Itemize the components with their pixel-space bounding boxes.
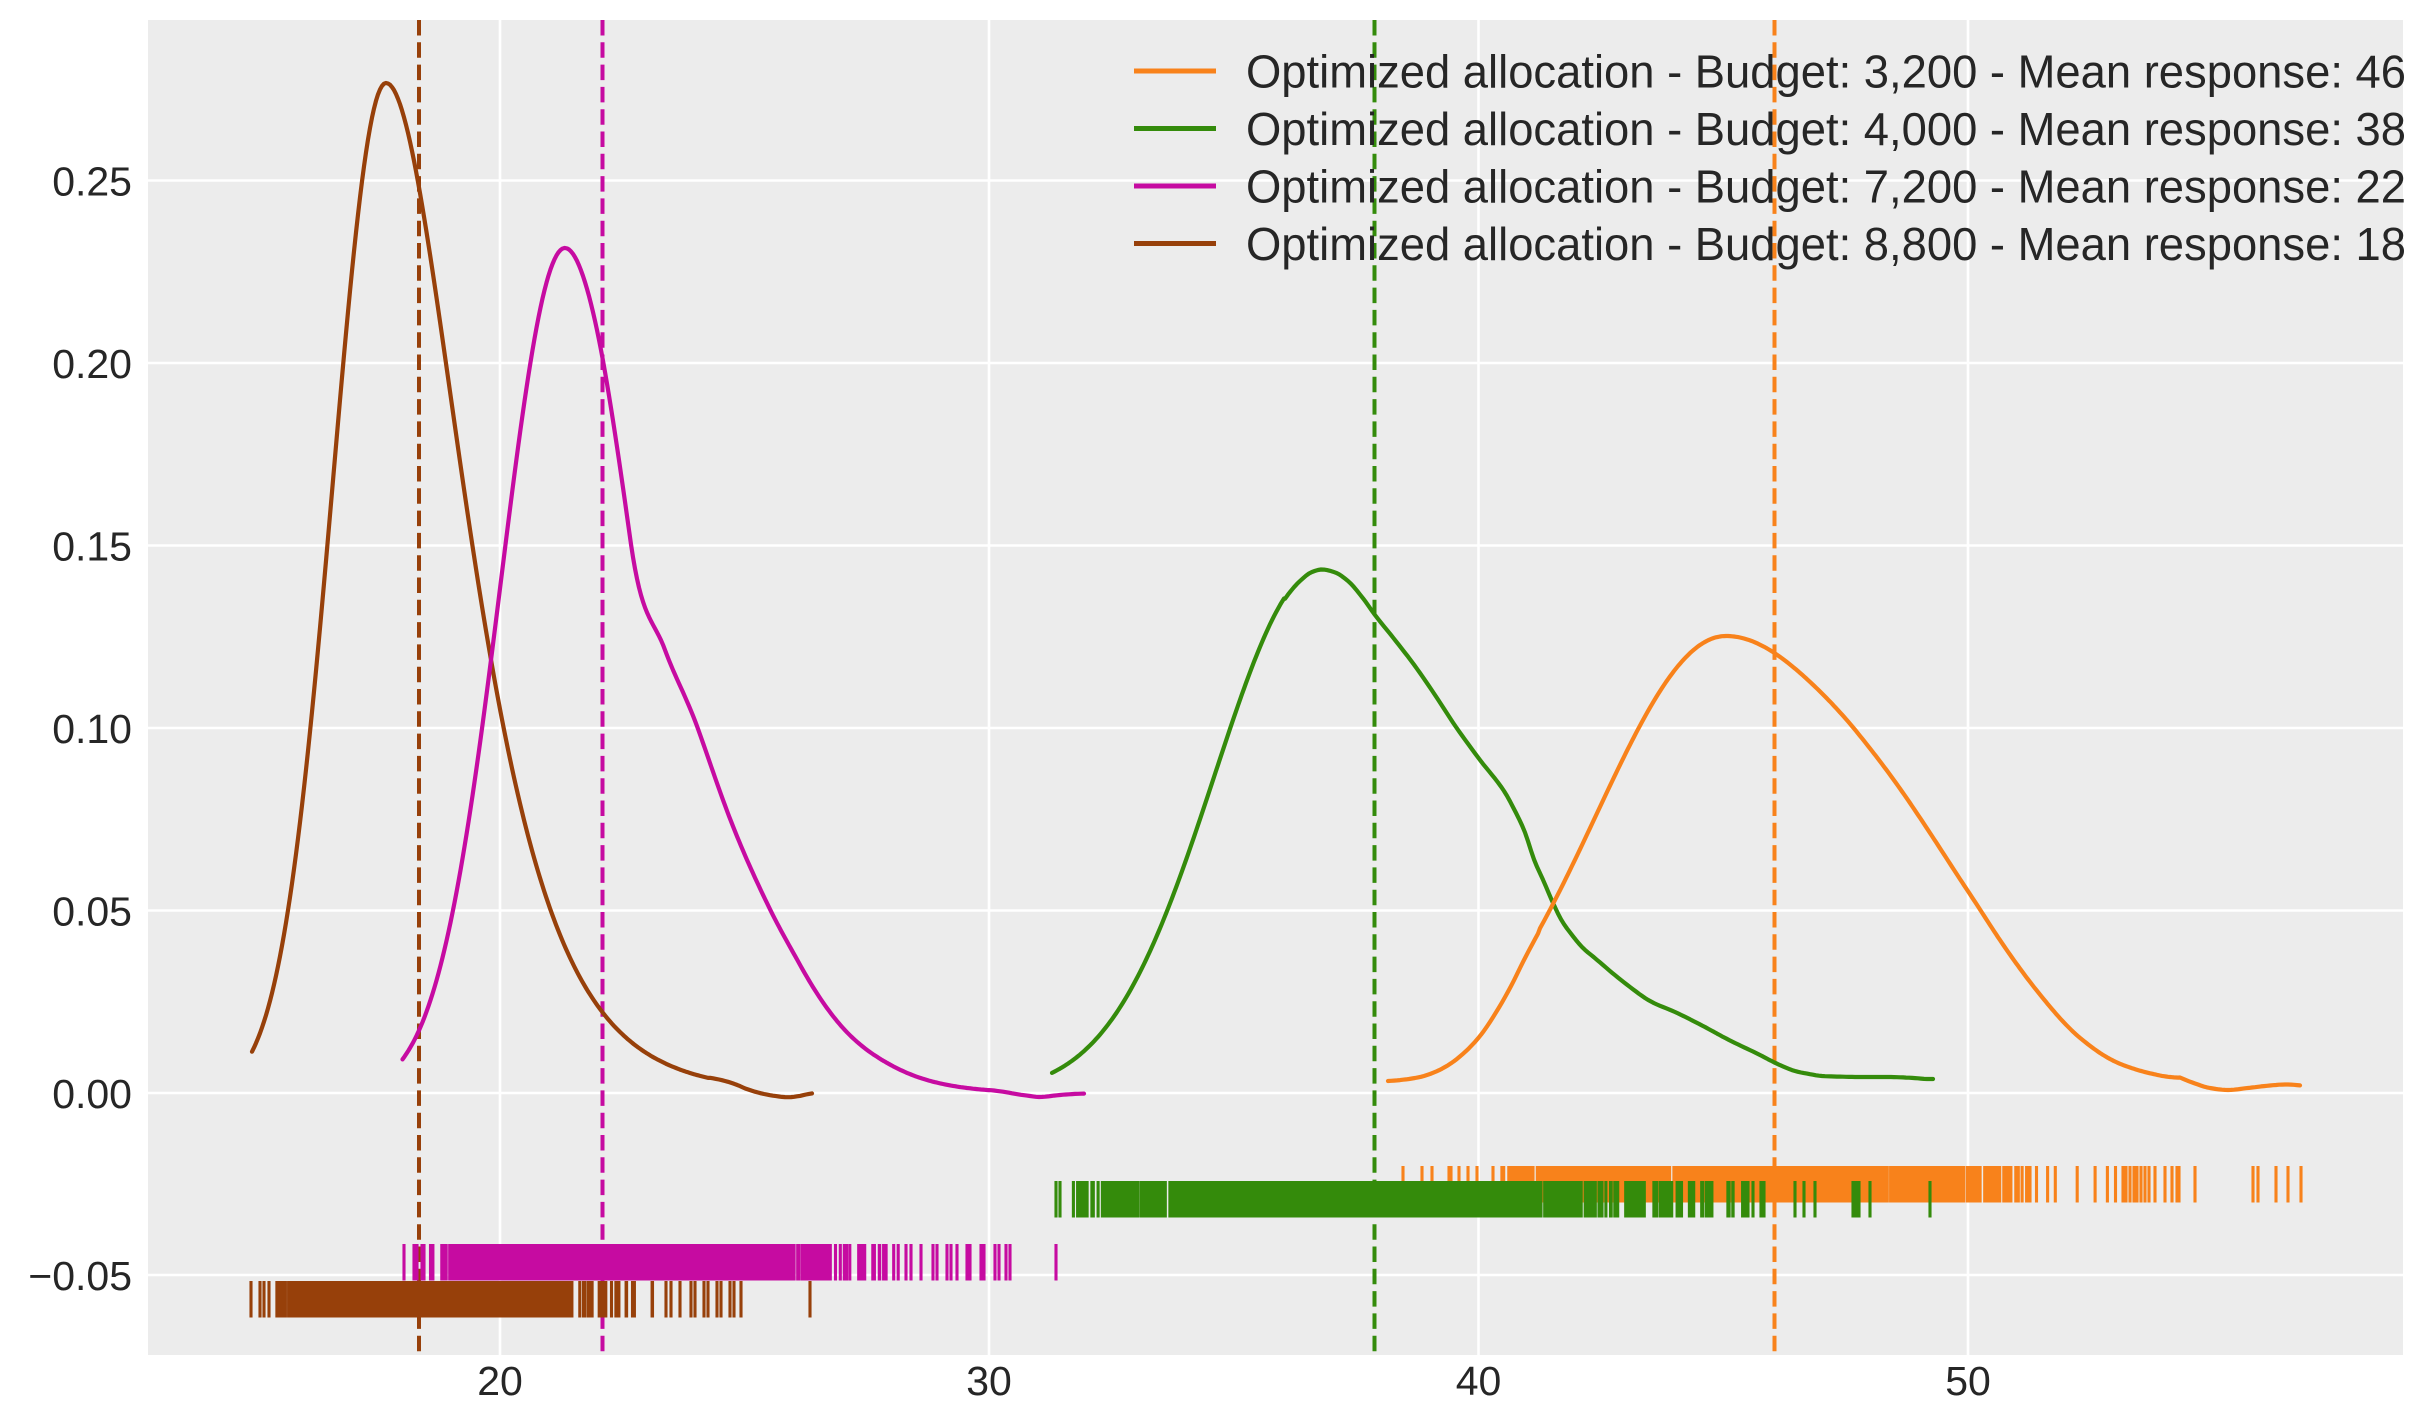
svg-text:Optimized allocation - Budget:: Optimized allocation - Budget: 8,800 - M…	[1246, 218, 2406, 270]
svg-text:40: 40	[1456, 1358, 1502, 1404]
svg-text:0.10: 0.10	[52, 706, 132, 752]
svg-text:0.15: 0.15	[52, 524, 132, 570]
svg-text:30: 30	[966, 1358, 1012, 1404]
svg-text:Optimized allocation - Budget:: Optimized allocation - Budget: 3,200 - M…	[1246, 46, 2406, 98]
svg-text:0.05: 0.05	[52, 889, 132, 935]
svg-text:0.20: 0.20	[52, 341, 132, 387]
svg-text:0.25: 0.25	[52, 159, 132, 205]
svg-text:20: 20	[477, 1358, 523, 1404]
svg-text:50: 50	[1945, 1358, 1991, 1404]
svg-text:−0.05: −0.05	[28, 1253, 132, 1299]
svg-text:Optimized allocation - Budget:: Optimized allocation - Budget: 4,000 - M…	[1246, 103, 2406, 155]
svg-text:0.00: 0.00	[52, 1071, 132, 1117]
svg-text:Optimized allocation - Budget:: Optimized allocation - Budget: 7,200 - M…	[1246, 161, 2406, 213]
